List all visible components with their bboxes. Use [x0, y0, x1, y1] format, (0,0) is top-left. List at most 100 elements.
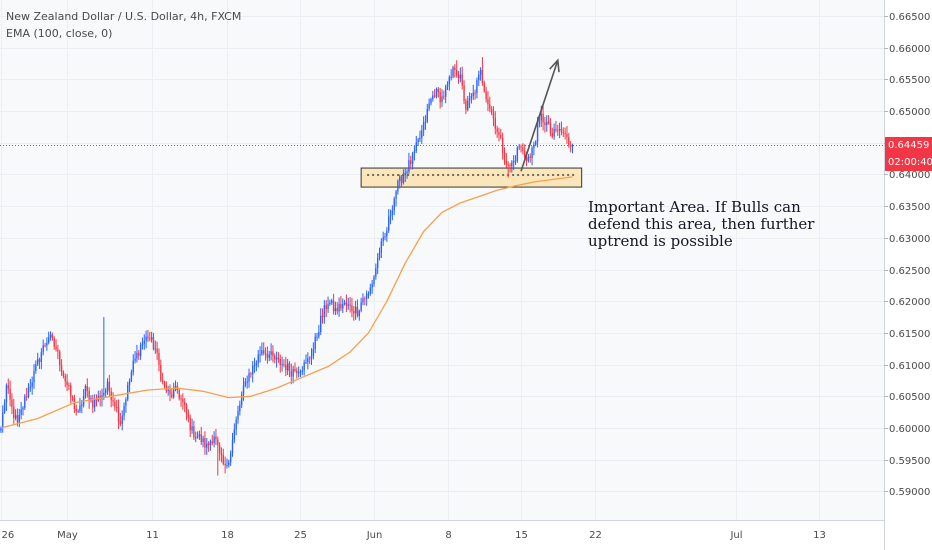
candle-up	[33, 364, 35, 389]
candle-up	[535, 140, 537, 147]
candle-up	[235, 416, 237, 436]
candle-up	[415, 136, 417, 153]
candle-up	[369, 283, 372, 296]
candle-body	[430, 98, 432, 104]
candle-body	[93, 398, 96, 408]
candle-down	[160, 359, 162, 383]
candle-down	[487, 91, 489, 112]
candle-body	[187, 413, 190, 418]
ema-polyline	[0, 176, 573, 429]
candle-body	[288, 363, 291, 372]
candle-body	[503, 152, 506, 161]
candle-up	[467, 96, 469, 112]
candle-body	[229, 453, 232, 463]
annotation-text: Important Area. If Bulls can defend this…	[588, 199, 818, 250]
candle-down	[169, 384, 171, 401]
candle-body	[310, 355, 313, 359]
candle-up	[93, 394, 96, 412]
candle-body	[452, 67, 454, 77]
candle-up	[391, 205, 394, 221]
candle-body	[468, 98, 471, 101]
candle-body	[393, 198, 395, 211]
candle-body	[237, 411, 239, 420]
candle-body	[106, 381, 109, 391]
candle-up	[478, 70, 480, 87]
candle-up	[331, 298, 333, 305]
candle-up	[121, 410, 123, 431]
candle-down	[463, 80, 465, 105]
countdown-tag: 02:00:40	[885, 154, 932, 171]
candle-body	[66, 381, 68, 386]
candle-up	[472, 84, 474, 101]
candle-down	[501, 132, 504, 160]
candle-body	[351, 305, 353, 311]
candle-body	[520, 146, 522, 148]
candle-body	[472, 92, 474, 97]
candle-body	[108, 381, 111, 392]
candle-up	[402, 169, 405, 185]
candle-body	[215, 436, 217, 440]
candle-up	[206, 437, 208, 455]
candle-body	[384, 236, 386, 238]
candle-body	[441, 96, 443, 103]
candle-body	[345, 302, 348, 306]
candle-body	[450, 76, 452, 78]
candle-body	[511, 162, 513, 166]
candle-body	[182, 398, 184, 403]
candle-down	[568, 132, 570, 148]
y-tick-label: 0.62500	[889, 266, 930, 277]
candle-body	[198, 434, 201, 437]
candle-down	[494, 111, 496, 135]
x-tick-label: 26	[2, 530, 15, 541]
candle-body	[103, 392, 105, 396]
candle-up	[174, 380, 177, 392]
candle-body	[191, 426, 193, 431]
candle-body	[437, 88, 440, 93]
candle-body	[130, 372, 133, 381]
candle-up	[48, 331, 50, 345]
candle-body	[240, 394, 243, 405]
candle-up	[546, 115, 548, 132]
trend-arrow-head	[549, 58, 560, 73]
candle-body	[257, 354, 259, 363]
candle-body	[371, 283, 373, 288]
candle-body	[180, 398, 182, 400]
x-tick-label: Jul	[729, 530, 742, 541]
candle-up	[404, 167, 406, 183]
y-tick-label: 0.66000	[889, 44, 930, 55]
candle-body	[51, 334, 54, 339]
candle-up	[257, 350, 259, 368]
candle-body	[121, 415, 123, 425]
candle-down	[117, 399, 120, 429]
candle-body	[233, 429, 236, 441]
candle-up	[511, 160, 513, 173]
candle-up	[329, 299, 331, 306]
candle-up	[136, 344, 138, 363]
candle-down	[279, 354, 281, 373]
annotation-line-3: uptrend is possible	[588, 232, 733, 250]
candle-down	[437, 86, 440, 98]
candle-body	[195, 437, 197, 439]
candle-down	[542, 105, 544, 131]
candle-body	[444, 86, 447, 97]
candle-body	[432, 95, 434, 99]
candle-body	[332, 300, 335, 312]
candle-up	[268, 350, 270, 362]
candle-body	[79, 405, 81, 412]
candle-down	[38, 357, 41, 370]
chart-overlays	[0, 58, 884, 172]
candle-body	[318, 331, 320, 337]
time-axis-background	[0, 520, 884, 550]
candle-down	[217, 436, 219, 476]
candle-body	[220, 453, 223, 456]
candle-down	[114, 397, 116, 412]
candle-body	[557, 130, 559, 132]
candle-body	[410, 160, 412, 165]
symbol-title: New Zealand Dollar / U.S. Dollar, 4h, FX…	[6, 10, 242, 23]
candle-body	[433, 95, 436, 97]
candle-body	[2, 412, 4, 429]
candle-down	[44, 343, 46, 348]
candle-down	[400, 175, 403, 187]
candle-body	[259, 354, 261, 356]
